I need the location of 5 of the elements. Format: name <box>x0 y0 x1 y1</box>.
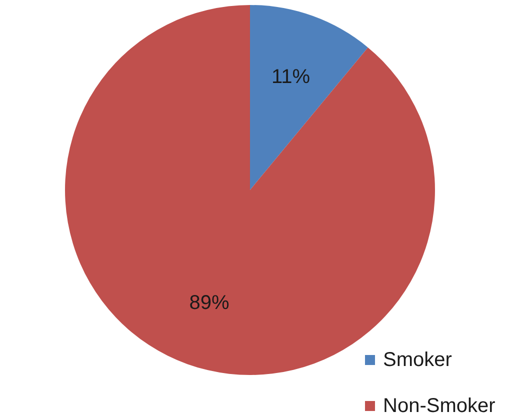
legend-label: Smoker <box>383 349 452 371</box>
pie-slice <box>250 5 368 190</box>
data-label: 89% <box>189 292 230 314</box>
data-label: 11% <box>271 66 310 88</box>
legend-label: Non-Smoker <box>383 395 496 414</box>
